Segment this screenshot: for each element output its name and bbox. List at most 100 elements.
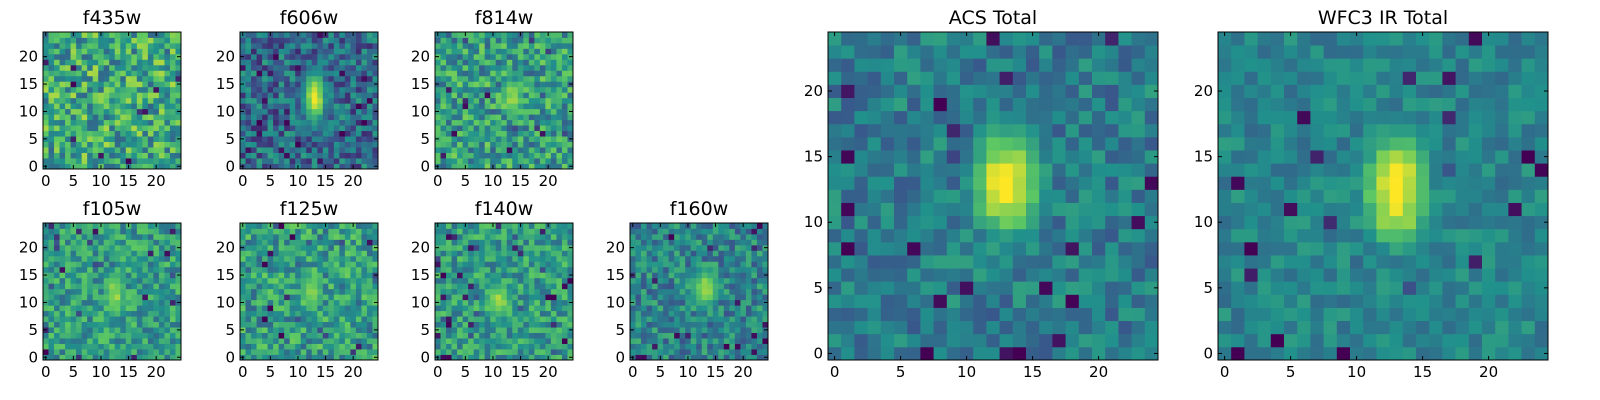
heatmap-cell: [245, 125, 252, 132]
y-tick-label: 5: [28, 321, 38, 339]
heatmap-cell: [278, 310, 285, 317]
heatmap-cell: [284, 354, 291, 361]
heatmap-cell: [311, 250, 318, 257]
heatmap-cell: [142, 250, 149, 257]
heatmap-cell: [70, 310, 77, 317]
heatmap-cell: [114, 42, 121, 49]
heatmap-cell: [109, 141, 116, 148]
heatmap-cell: [495, 299, 502, 306]
heatmap-cell: [361, 261, 368, 268]
heatmap-cell: [523, 103, 530, 110]
heatmap-cell: [696, 299, 703, 306]
heatmap-cell: [473, 42, 480, 49]
heatmap-cell: [87, 97, 94, 104]
heatmap-cell: [372, 130, 379, 137]
heatmap-cell: [712, 266, 719, 273]
heatmap-cell: [539, 294, 546, 301]
heatmap-cell: [158, 294, 165, 301]
heatmap-cell: [169, 136, 176, 142]
heatmap-cell: [355, 250, 362, 257]
heatmap-cell: [328, 37, 335, 44]
heatmap-cell: [125, 316, 132, 323]
heatmap-cell: [300, 37, 307, 44]
heatmap-cell: [372, 70, 379, 77]
heatmap-cell: [125, 255, 132, 262]
heatmap-cell: [169, 266, 176, 273]
heatmap-cell: [147, 42, 154, 49]
heatmap-cell: [306, 42, 313, 49]
heatmap-cell: [328, 92, 335, 99]
heatmap-cell: [65, 53, 71, 60]
heatmap-cell: [473, 305, 480, 312]
heatmap-cell: [468, 310, 475, 317]
heatmap-cell: [435, 141, 441, 148]
heatmap-cell: [1039, 176, 1053, 190]
heatmap-cell: [517, 130, 524, 137]
heatmap-cell: [76, 147, 83, 153]
heatmap-cell: [501, 239, 508, 246]
heatmap-cell: [534, 266, 541, 273]
heatmap-cell: [361, 288, 368, 295]
heatmap-cell: [880, 150, 895, 164]
heatmap-cell: [311, 97, 318, 104]
heatmap-cell: [556, 299, 563, 306]
heatmap-cell: [65, 266, 71, 273]
heatmap-cell: [339, 277, 346, 284]
heatmap-cell: [1118, 320, 1132, 335]
heatmap-cell: [534, 321, 541, 328]
heatmap-cell: [668, 316, 675, 323]
heatmap-cell: [446, 332, 452, 339]
heatmap-cell: [48, 310, 55, 317]
heatmap-cell: [479, 42, 486, 49]
heatmap-cell: [295, 119, 302, 126]
heatmap-cell: [567, 119, 574, 126]
heatmap-cell: [1026, 333, 1040, 348]
heatmap-cell: [267, 332, 274, 339]
heatmap-cell: [240, 48, 246, 55]
heatmap-cell: [295, 244, 302, 251]
heatmap-cell: [262, 277, 268, 284]
heatmap-cell: [366, 163, 373, 170]
heatmap-cell: [501, 266, 508, 273]
heatmap-cell: [136, 37, 143, 44]
heatmap-cell: [355, 305, 362, 312]
heatmap-cell: [635, 321, 642, 328]
heatmap-cell: [311, 338, 318, 344]
heatmap-cell: [120, 125, 127, 132]
heatmap-cell: [289, 103, 296, 110]
heatmap-cell: [495, 228, 502, 235]
heatmap-cell: [76, 272, 83, 279]
heatmap-cell: [495, 97, 502, 104]
heatmap-cell: [251, 327, 257, 333]
heatmap-cell: [333, 32, 340, 38]
heatmap-cell: [245, 255, 252, 262]
heatmap-cell: [712, 272, 719, 279]
heatmap-cell: [59, 283, 66, 290]
heatmap-cell: [506, 223, 513, 229]
heatmap-cell: [528, 305, 535, 312]
heatmap-cell: [54, 233, 60, 240]
heatmap-cell: [59, 244, 66, 251]
heatmap-cell: [48, 321, 55, 328]
heatmap-cell: [696, 327, 703, 333]
heatmap-cell: [317, 53, 324, 60]
heatmap-cell: [734, 288, 741, 295]
heatmap-cell: [435, 316, 441, 323]
heatmap-cell: [657, 244, 664, 251]
heatmap-cell: [652, 310, 658, 317]
heatmap-cell: [366, 125, 373, 132]
heatmap-cell: [506, 239, 513, 246]
heatmap-cell: [169, 223, 176, 229]
heatmap-cell: [153, 141, 160, 148]
heatmap-cell: [103, 119, 110, 126]
heatmap-cell: [164, 114, 171, 121]
heatmap-cell: [251, 125, 257, 132]
heatmap-cell: [103, 228, 110, 235]
heatmap-cell: [251, 266, 257, 273]
heatmap-cell: [512, 48, 519, 55]
heatmap-cell: [729, 250, 736, 257]
heatmap-cell: [545, 244, 552, 251]
heatmap-cell: [506, 244, 513, 251]
heatmap-cell: [350, 108, 357, 115]
heatmap-cell: [534, 283, 541, 290]
